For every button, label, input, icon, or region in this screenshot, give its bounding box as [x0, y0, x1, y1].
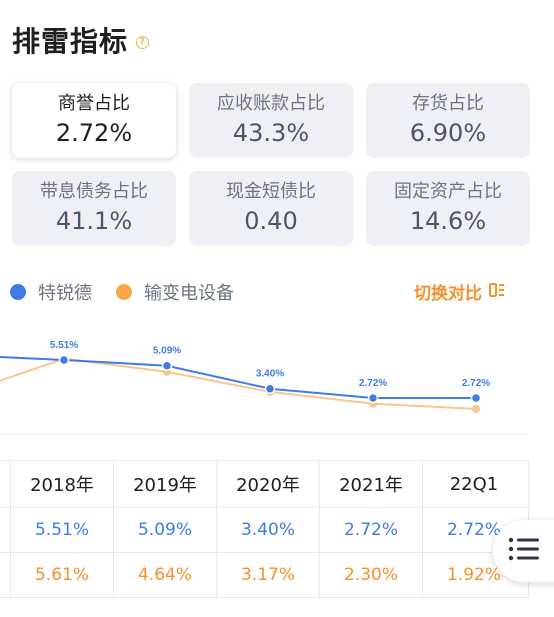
indicator-card-receivables[interactable]: 应收账款占比 43.3%	[189, 83, 353, 158]
indicator-label: 固定资产占比	[394, 180, 502, 202]
indicator-card-inventory[interactable]: 存货占比 6.90%	[366, 83, 530, 158]
indicator-label: 带息债务占比	[40, 180, 148, 202]
indicator-grid: 商誉占比 2.72% 应收账款占比 43.3% 存货占比 6.90% 带息债务占…	[12, 83, 530, 246]
table-header-cell: 2021年	[319, 461, 422, 507]
indicator-label: 现金短债比	[226, 180, 316, 202]
switch-compare-button[interactable]: 切换对比	[414, 279, 506, 304]
indicator-value: 41.1%	[55, 206, 133, 235]
legend-dot-blue	[10, 284, 26, 300]
data-point-industry	[472, 404, 480, 413]
table-header-cell: 2020年	[216, 461, 319, 507]
floating-menu-button[interactable]	[493, 520, 554, 582]
table-cell: 3.17%	[216, 553, 319, 597]
indicator-label: 存货占比	[412, 92, 484, 114]
table-cell: 5.09%	[113, 508, 216, 552]
data-point-company	[264, 383, 276, 394]
data-point-company	[58, 354, 70, 366]
indicator-label: 应收账款占比	[217, 92, 325, 114]
page-title: 排雷指标	[12, 25, 129, 58]
indicator-value: 2.72%	[55, 118, 133, 147]
table-row-spacer	[0, 553, 10, 597]
indicator-value: 43.3%	[232, 118, 310, 147]
series-line-industry	[0, 357, 477, 410]
table-cell: 2.72%	[422, 508, 525, 552]
table-header-cell: 22Q1	[422, 461, 525, 507]
legend-label: 特锐德	[38, 283, 92, 304]
data-table: 2018年 2019年 2020年 2021年 22Q1 5.51% 5.09%…	[0, 460, 529, 598]
chart-legend: 特锐德 输变电设备	[10, 279, 258, 305]
legend-label: 输变电设备	[144, 283, 234, 304]
section-header: 排雷指标 ?	[12, 20, 150, 60]
table-header-cell: 2019年	[113, 461, 216, 507]
data-label-company: 5.09%	[153, 346, 181, 357]
indicator-value: 0.40	[244, 206, 298, 235]
data-point-company	[367, 392, 379, 404]
table-cell: 2.72%	[319, 508, 422, 552]
compare-icon	[488, 281, 506, 303]
switch-compare-label: 切换对比	[414, 284, 482, 304]
indicator-card-fixed-assets[interactable]: 固定资产占比 14.6%	[366, 171, 530, 246]
table-cell: 2.30%	[319, 553, 422, 597]
indicator-card-cash-short-debt[interactable]: 现金短债比 0.40	[189, 171, 353, 246]
series-line-company	[0, 356, 476, 399]
help-icon[interactable]: ?	[136, 35, 150, 49]
table-cell: 5.61%	[10, 553, 113, 597]
indicator-value: 6.90%	[409, 118, 487, 147]
table-cell: 4.64%	[113, 553, 216, 597]
list-menu-icon	[507, 536, 541, 566]
indicator-value: 14.6%	[409, 206, 487, 235]
indicator-card-goodwill[interactable]: 商誉占比 2.72%	[12, 83, 176, 158]
table-row-spacer	[0, 461, 10, 507]
legend-item-industry[interactable]: 输变电设备	[116, 279, 234, 305]
data-label-company: 2.72%	[462, 378, 490, 389]
table-row-spacer	[0, 508, 10, 552]
trend-line-chart: 5.51% 5.09% 3.40% 2.72% 2.72%	[0, 340, 528, 435]
table-row: 5.51% 5.09% 3.40% 2.72% 2.72%	[0, 508, 528, 553]
legend-dot-orange	[116, 284, 132, 300]
data-point-company	[161, 360, 173, 371]
data-point-company	[470, 392, 482, 404]
data-label-company: 5.51%	[50, 340, 78, 351]
table-cell: 3.40%	[216, 508, 319, 552]
data-label-company: 2.72%	[359, 378, 387, 389]
table-cell: 5.51%	[10, 508, 113, 552]
indicator-card-interest-debt[interactable]: 带息债务占比 41.1%	[12, 171, 176, 246]
table-header-cell: 2018年	[10, 461, 113, 507]
table-header-row: 2018年 2019年 2020年 2021年 22Q1	[0, 460, 528, 508]
table-row: 5.61% 4.64% 3.17% 2.30% 1.92%	[0, 553, 528, 598]
table-cell: 1.92%	[422, 553, 525, 597]
indicator-label: 商誉占比	[58, 92, 130, 114]
data-label-company: 3.40%	[256, 369, 284, 380]
legend-item-company[interactable]: 特锐德	[10, 279, 92, 305]
